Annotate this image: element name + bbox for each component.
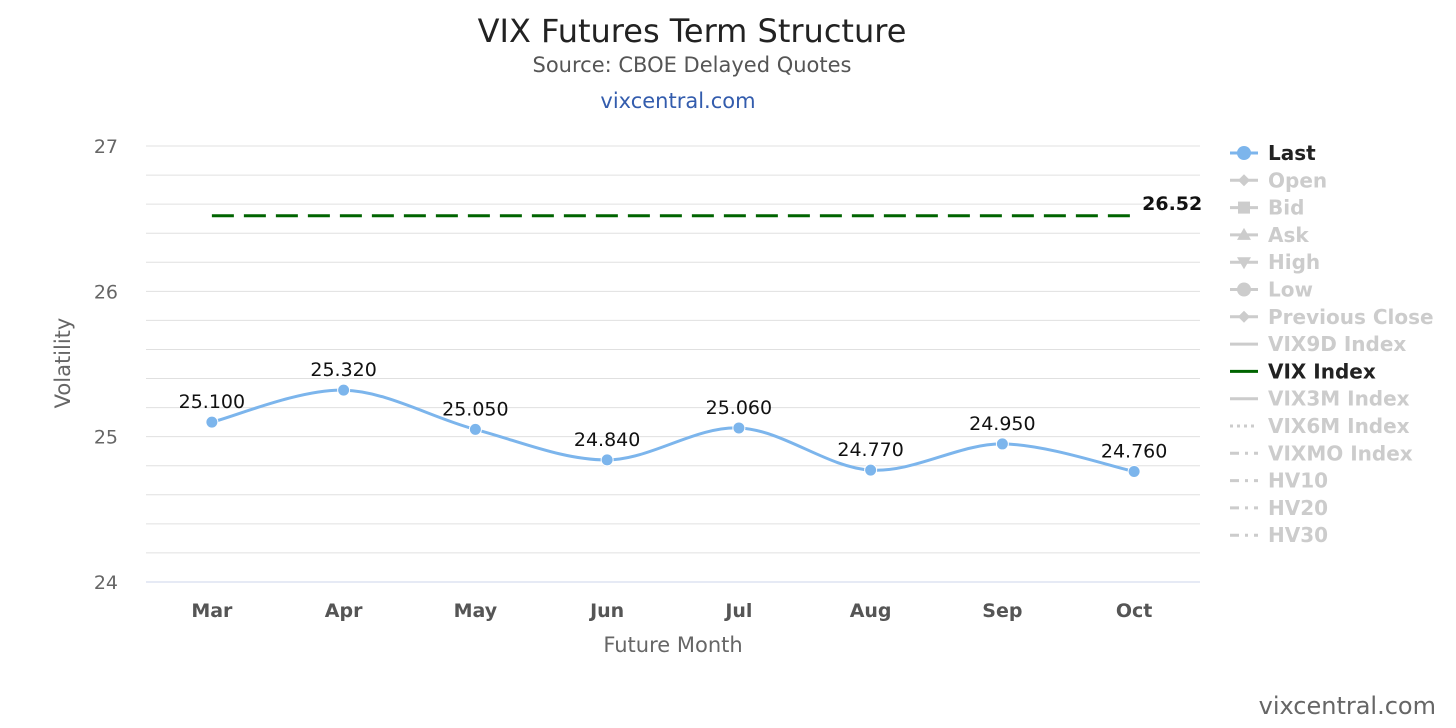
vix-index-series: 26.52: [211, 193, 1202, 218]
last-point[interactable]: [468, 422, 482, 436]
legend-circle-marker: [1237, 146, 1251, 160]
last-point[interactable]: [600, 453, 614, 467]
legend-label[interactable]: High: [1268, 250, 1320, 274]
x-tick-label: Aug: [850, 600, 892, 622]
last-point[interactable]: [205, 415, 219, 429]
grid-lines: [146, 145, 1200, 583]
legend-circle-marker: [1237, 282, 1251, 297]
legend-square-marker: [1238, 201, 1250, 214]
legend-item-vix9d-index[interactable]: VIX9D Index: [1230, 332, 1406, 356]
y-tick-label: 25: [94, 427, 118, 449]
x-axis-ticks: Mar Apr May Jun Jul Aug Sep Oct: [191, 600, 1152, 622]
last-data-label: 25.050: [442, 398, 508, 420]
legend-item-vixmo-index[interactable]: VIXMO Index: [1230, 441, 1413, 465]
x-tick-label: Sep: [982, 600, 1022, 622]
data-labels: 25.100 25.320 25.050 24.840 25.060 24.770 24.9…: [179, 359, 1168, 462]
last-point[interactable]: [995, 437, 1009, 451]
last-data-label: 25.100: [179, 391, 245, 413]
vix-index-end-label: 26.52: [1142, 193, 1202, 215]
legend-label[interactable]: VIXMO Index: [1268, 441, 1413, 465]
legend-triangle-down-marker: [1237, 257, 1251, 270]
legend-item-hv30[interactable]: HV30: [1230, 523, 1328, 547]
legend-item-ask[interactable]: Ask: [1230, 223, 1309, 247]
legend-label[interactable]: VIX Index: [1268, 359, 1376, 383]
legend-label[interactable]: Open: [1268, 168, 1327, 192]
legend-item-hv20[interactable]: HV20: [1230, 496, 1328, 520]
last-series: [205, 383, 1141, 479]
last-point[interactable]: [337, 383, 351, 397]
legend-label[interactable]: HV30: [1268, 523, 1328, 547]
legend: Last Open Bid Ask High Low Previous Close VIX9D…: [1230, 141, 1434, 547]
x-tick-label: Mar: [191, 600, 233, 622]
legend-item-last[interactable]: Last: [1230, 141, 1316, 165]
chart-subtitle: Source: CBOE Delayed Quotes: [532, 53, 852, 77]
last-data-label: 24.840: [574, 429, 640, 451]
last-data-label: 24.760: [1101, 441, 1167, 463]
legend-item-hv10[interactable]: HV10: [1230, 469, 1328, 493]
legend-item-low[interactable]: Low: [1230, 278, 1313, 302]
legend-item-vix3m-index[interactable]: VIX3M Index: [1230, 387, 1410, 411]
legend-label[interactable]: VIX9D Index: [1268, 332, 1406, 356]
last-data-label: 25.320: [310, 359, 376, 381]
y-tick-label: 26: [94, 281, 118, 303]
legend-label[interactable]: HV20: [1268, 496, 1328, 520]
x-tick-label: May: [454, 600, 498, 622]
x-tick-label: Apr: [325, 600, 363, 622]
legend-item-bid[interactable]: Bid: [1230, 196, 1304, 220]
legend-label[interactable]: Previous Close: [1268, 305, 1434, 329]
last-data-label: 25.060: [706, 397, 772, 419]
legend-label[interactable]: HV10: [1268, 469, 1328, 493]
x-tick-label: Oct: [1116, 600, 1153, 622]
chart-credit[interactable]: vixcentral.com: [1258, 692, 1436, 720]
last-point[interactable]: [732, 421, 746, 435]
legend-label[interactable]: Bid: [1268, 196, 1304, 220]
legend-label[interactable]: Last: [1268, 141, 1316, 165]
legend-diamond-marker: [1238, 174, 1250, 187]
legend-item-vix6m-index[interactable]: VIX6M Index: [1230, 414, 1410, 438]
x-tick-label: Jul: [723, 600, 752, 622]
last-data-label: 24.770: [837, 439, 903, 461]
site-link[interactable]: vixcentral.com: [600, 89, 756, 113]
last-series-line: [211, 388, 1135, 474]
legend-item-previous-close[interactable]: Previous Close: [1230, 305, 1434, 329]
legend-label[interactable]: Ask: [1268, 223, 1309, 247]
legend-label[interactable]: VIX3M Index: [1268, 387, 1410, 411]
legend-triangle-marker: [1237, 227, 1251, 240]
legend-label[interactable]: Low: [1268, 278, 1313, 302]
chart-title: VIX Futures Term Structure: [477, 12, 907, 50]
legend-label[interactable]: VIX6M Index: [1268, 414, 1410, 438]
x-axis-label: Future Month: [603, 633, 742, 657]
legend-item-vix-index[interactable]: VIX Index: [1230, 359, 1376, 383]
y-tick-label: 27: [94, 136, 118, 158]
legend-item-high[interactable]: High: [1230, 250, 1320, 274]
y-axis-label: Volatility: [51, 318, 75, 409]
x-tick-label: Jun: [588, 600, 624, 622]
legend-item-open[interactable]: Open: [1230, 168, 1327, 192]
y-axis-ticks: 24 25 26 27: [94, 136, 118, 594]
last-point[interactable]: [864, 463, 878, 477]
y-tick-label: 24: [94, 572, 118, 594]
last-data-label: 24.950: [969, 413, 1035, 435]
legend-diamond-marker: [1238, 310, 1250, 323]
last-point[interactable]: [1127, 465, 1141, 479]
